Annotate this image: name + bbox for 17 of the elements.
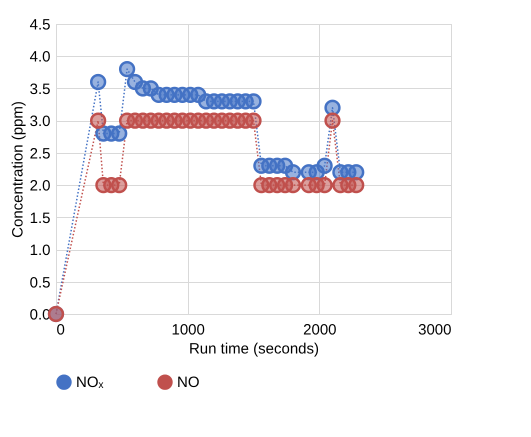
y-tick-label: 3.5 bbox=[30, 80, 50, 98]
y-tick-label: 4.0 bbox=[30, 48, 50, 66]
x-tick-label: 1000 bbox=[171, 322, 205, 338]
y-tick-label: 3.0 bbox=[30, 113, 50, 130]
x-tick-label: 0 bbox=[56, 322, 65, 338]
y-tick-label: 1.5 bbox=[30, 210, 50, 227]
x-tick-label: 2000 bbox=[303, 322, 337, 338]
legend-label: NO bbox=[177, 374, 200, 392]
legend-label: NOₓ bbox=[76, 374, 104, 392]
y-axis-title: Concentration (ppm) bbox=[10, 101, 27, 238]
y-tick-label: 2.5 bbox=[30, 145, 50, 162]
y-tick-label: 0.5 bbox=[30, 274, 50, 292]
x-tick-label: 3000 bbox=[418, 322, 452, 338]
y-tick-label: 4.5 bbox=[30, 16, 50, 34]
x-axis-title: Run time (seconds) bbox=[188, 340, 320, 358]
y-tick-label: 2.0 bbox=[30, 178, 50, 195]
y-tick-label: 1.0 bbox=[30, 242, 50, 260]
